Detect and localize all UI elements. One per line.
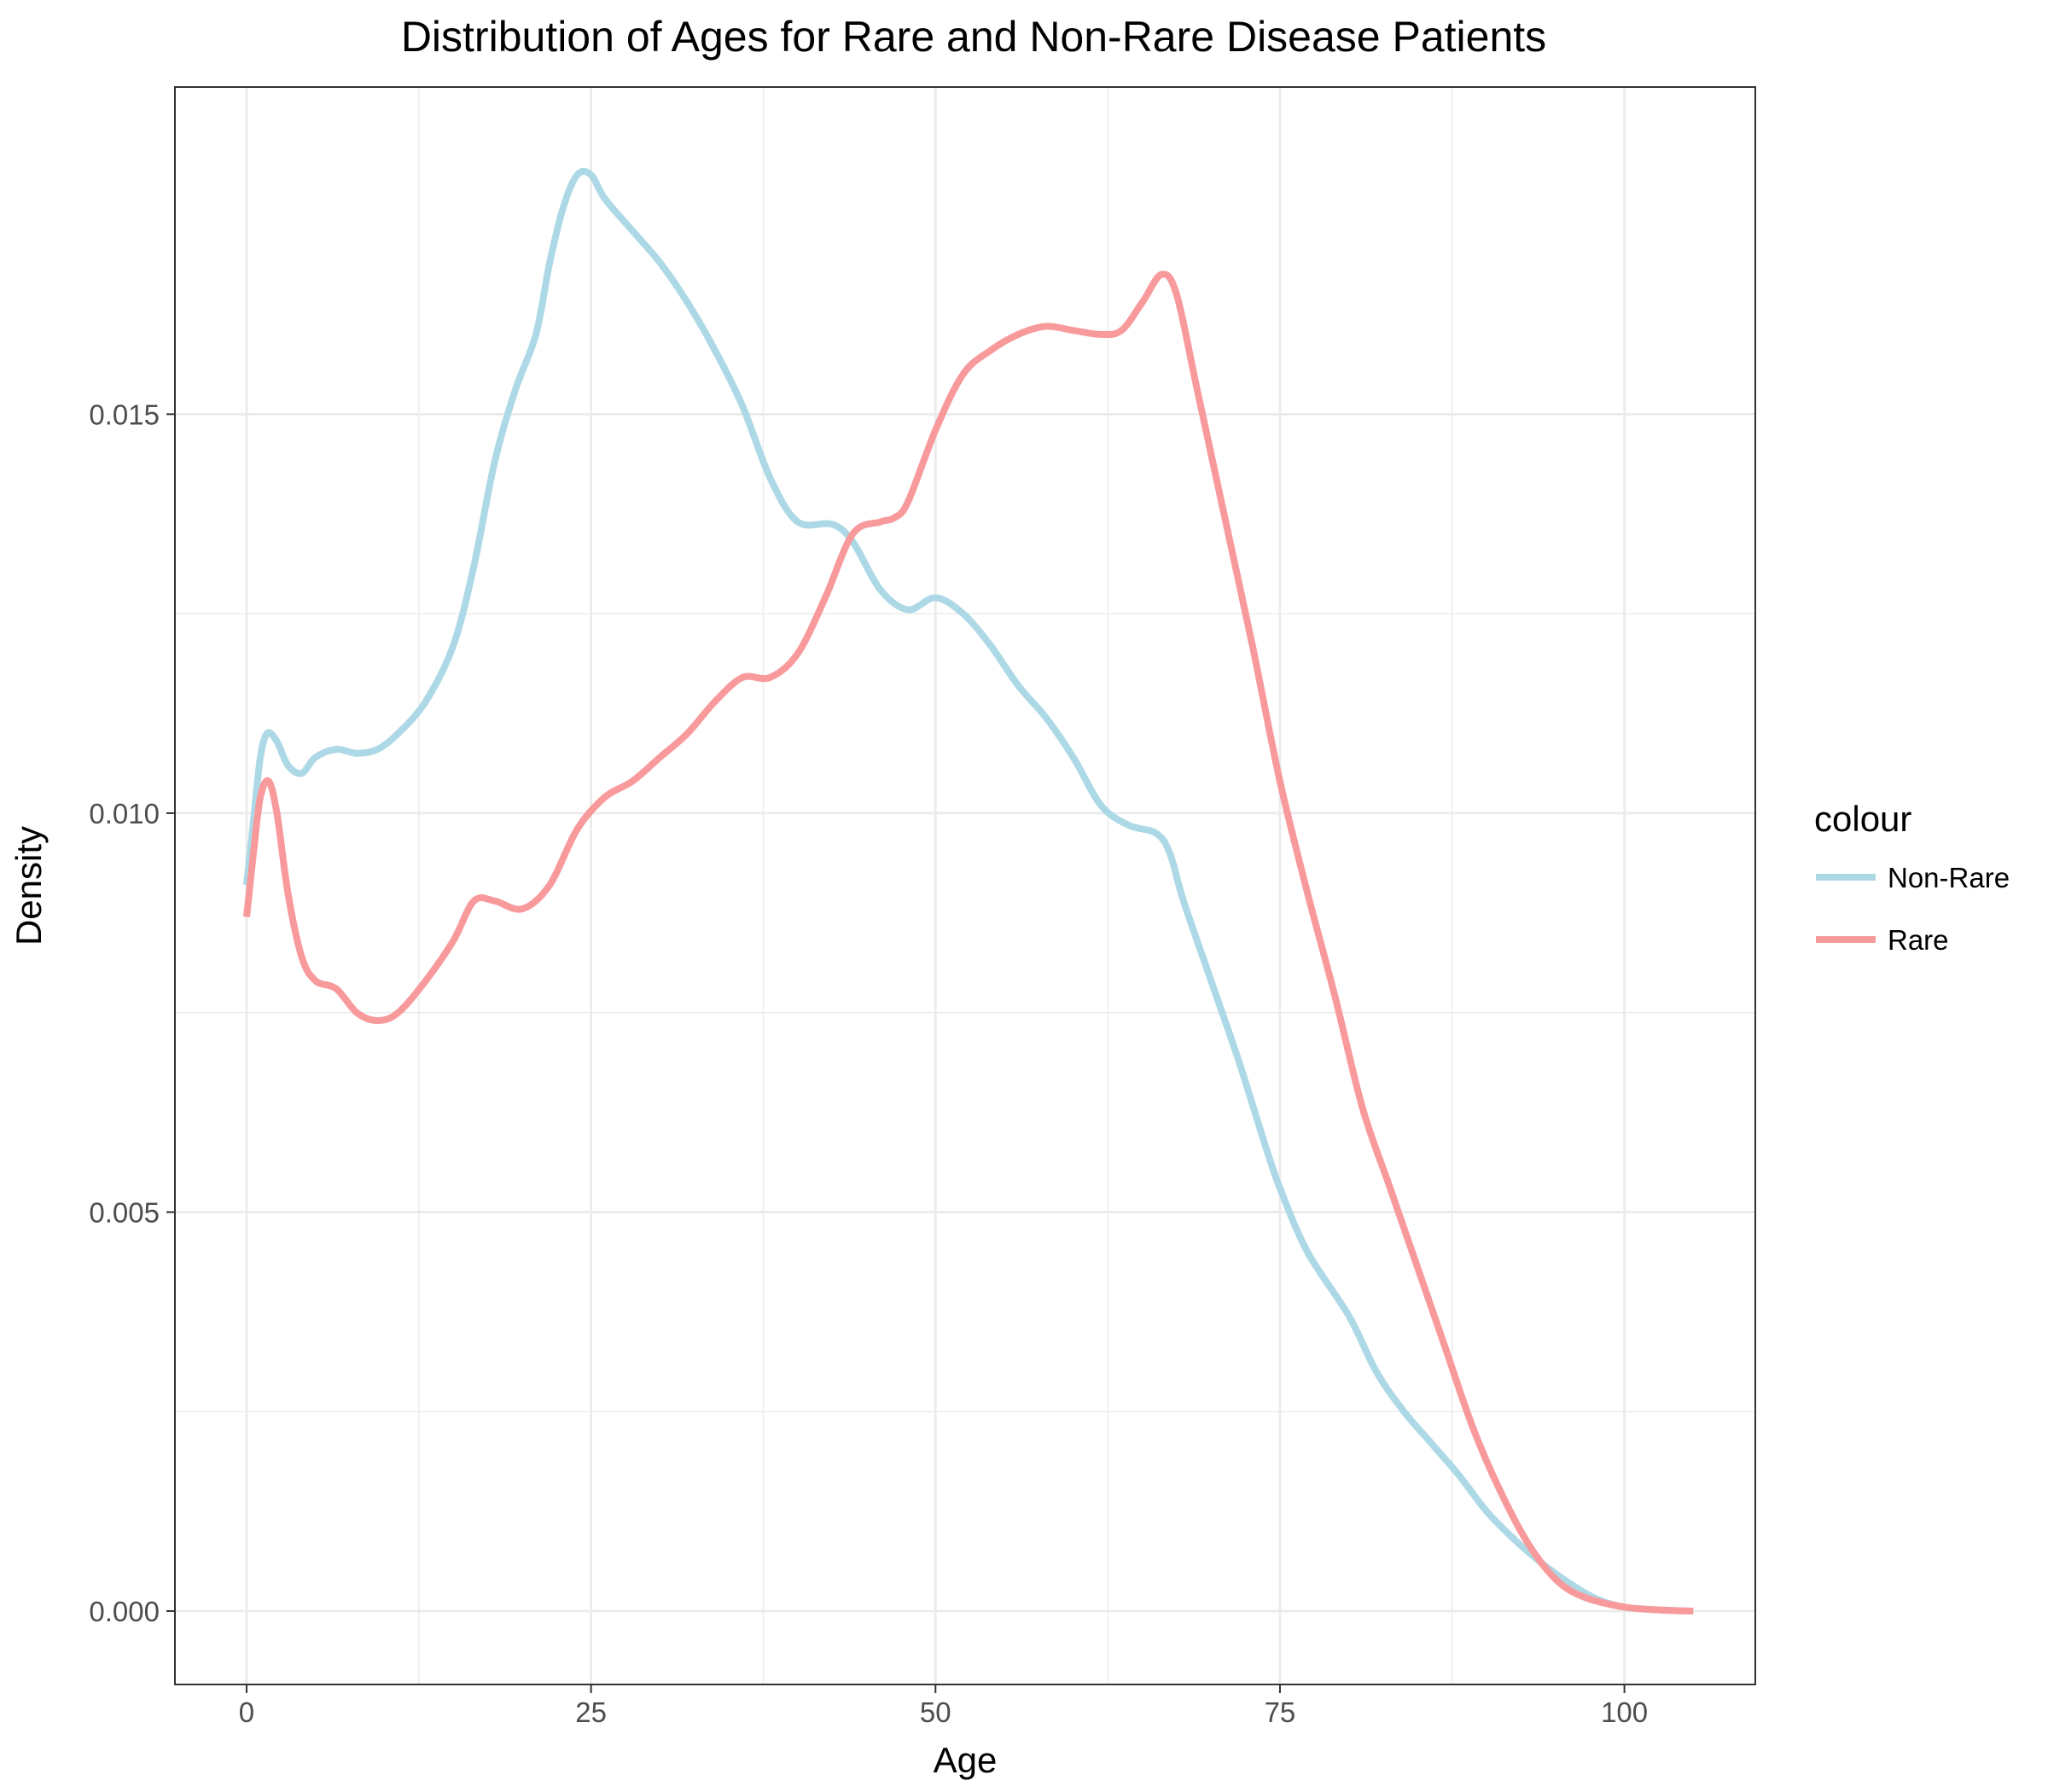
x-axis: 0 25 50 75 100 <box>239 1684 1648 1728</box>
x-tick-label: 50 <box>920 1696 951 1728</box>
legend: colour Non-Rare Rare <box>1814 799 2010 956</box>
plot-panel-border <box>174 86 1756 1685</box>
plot-panel-background <box>175 87 1755 1684</box>
x-tick-label: 75 <box>1265 1696 1296 1728</box>
y-tick-label: 0.005 <box>89 1196 160 1228</box>
legend-entry-non-rare: Non-Rare <box>1816 862 2010 893</box>
plot-panel <box>174 86 1756 1685</box>
legend-entries: Non-Rare Rare <box>1816 862 2010 956</box>
legend-entry-rare: Rare <box>1816 924 1949 956</box>
x-tick-label: 25 <box>575 1696 607 1728</box>
legend-label-non-rare: Non-Rare <box>1888 862 2010 893</box>
y-tick-label: 0.015 <box>89 399 160 430</box>
y-axis: 0.000 0.005 0.010 0.015 <box>89 399 175 1627</box>
x-tick-label: 100 <box>1601 1696 1648 1728</box>
y-axis-title: Density <box>9 826 49 945</box>
y-tick-label: 0.010 <box>89 798 160 829</box>
x-axis-title: Age <box>934 1740 998 1780</box>
series-layer <box>243 167 1694 1615</box>
major-gridlines <box>175 87 1755 1684</box>
legend-title: colour <box>1814 799 1911 839</box>
y-tick-label: 0.000 <box>89 1596 160 1627</box>
legend-label-rare: Rare <box>1888 924 1949 956</box>
chart-title: Distribution of Ages for Rare and Non-Ra… <box>401 13 1546 61</box>
series-line-rare <box>243 271 1694 1615</box>
x-tick-label: 0 <box>239 1696 254 1728</box>
minor-gridlines <box>175 87 1755 1684</box>
